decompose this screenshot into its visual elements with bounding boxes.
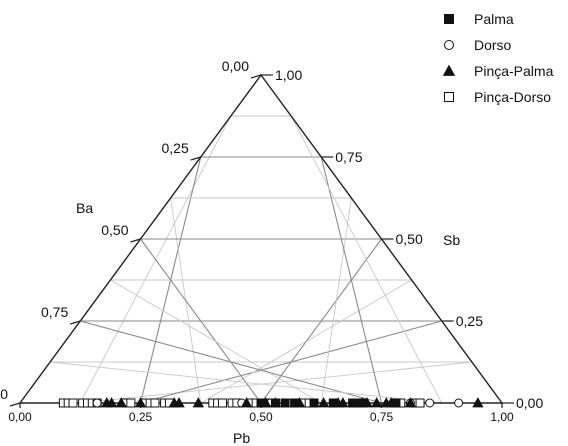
data-points [58,397,484,408]
data-point [68,398,78,408]
right-tick-label: 0,50 [396,231,423,247]
grid-lines [50,115,472,404]
legend-label: Pinça-Palma [474,63,554,79]
legend-marker [444,14,454,24]
bottom-tick-label: 0,75 [370,410,394,424]
right-tick-label: 0,75 [335,149,362,165]
data-point [371,397,383,408]
bottom-tick-label: 1,00 [490,410,514,424]
data-point [126,398,136,408]
legend-label: Dorso [474,37,512,53]
left-tick-label: 0,25 [162,140,189,156]
legend-marker [444,40,454,50]
data-point [385,397,397,408]
bottom-tick-label: 0,25 [129,410,153,424]
data-point [92,398,102,408]
legend-label: Palma [474,11,514,27]
left-tick-label: 1,00 [0,386,8,402]
left-tick [130,238,141,243]
left-tick [250,74,262,79]
data-point [317,397,330,408]
data-point [150,398,160,408]
right-tick-label: 0,25 [456,313,483,329]
data-point [105,397,118,408]
grid-line [50,361,442,404]
legend-marker [442,64,456,76]
left-tick-label: 0,75 [41,304,68,320]
data-point [472,397,484,408]
right-tick-label: 1,00 [275,67,302,83]
grid-line [140,238,262,404]
data-point [260,397,272,408]
data-point [240,397,253,408]
data-point [280,398,290,408]
right-tick-label: 0,00 [516,395,543,411]
data-point [309,398,319,408]
data-point [361,397,373,408]
axis-label-ba: Ba [76,200,93,216]
grid-line [80,320,382,404]
legend-label: Pinça-Dorso [474,89,551,105]
data-point [454,398,464,408]
data-point [425,398,435,408]
legend-marker [444,92,454,102]
legend: Palma Dorso Pinça-Palma Pinça-Dorso [442,11,554,105]
data-point [115,397,127,408]
data-point [173,397,185,408]
data-point [192,397,205,408]
data-point [269,397,282,408]
left-tick-label: 0,50 [101,222,128,238]
bottom-tick-label: 0,50 [249,410,273,424]
bottom-tick-label: 0,00 [8,410,32,424]
left-tick-label: 0,00 [222,58,249,74]
tick-marks [9,74,514,408]
data-point [134,397,147,408]
data-point [404,397,417,408]
tick-labels: 0,001,000,000,250,750,250,500,500,500,75… [0,58,543,424]
left-tick [9,402,21,407]
left-tick [70,320,81,325]
grid-line [110,279,322,404]
data-point [337,397,349,408]
axis-label-sb: Sb [443,232,460,248]
left-tick [190,156,201,161]
data-point [293,397,306,408]
axis-label-pb: Pb [233,430,250,446]
grid-line [320,197,352,404]
grid-line [290,115,443,404]
data-point [415,398,425,408]
grid-line [320,156,383,404]
data-point [217,398,227,408]
